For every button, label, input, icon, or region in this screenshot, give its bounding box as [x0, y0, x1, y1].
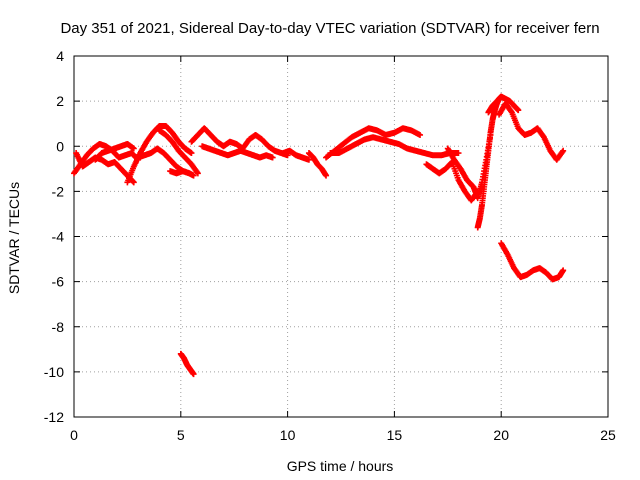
data-point-markers [423, 159, 481, 204]
series-trace-s [498, 240, 567, 283]
x-tick-label: 0 [70, 427, 78, 443]
x-tick-label: 10 [280, 427, 296, 443]
series-trace-r [496, 100, 567, 163]
data-point-markers [327, 134, 462, 159]
series-trace-g [167, 168, 197, 179]
data-point-markers [188, 125, 291, 159]
axis-ticks: 0 5 10 15 20 25 -12 -10 -8 -6 -4 -2 0 2 4 [44, 48, 616, 443]
data-point-markers [199, 143, 276, 161]
series-trace-t [177, 350, 197, 378]
y-tick-label: -8 [52, 319, 65, 335]
series-trace-c [92, 140, 137, 163]
y-tick-label: -6 [52, 274, 65, 290]
data-point-markers [498, 240, 567, 283]
series-trace-j [280, 147, 312, 163]
data-point-markers [124, 122, 195, 186]
data-point-markers [280, 147, 312, 163]
x-tick-label: 15 [387, 427, 403, 443]
grid [74, 56, 608, 417]
x-axis-label: GPS time / hours [287, 458, 394, 474]
data-point-markers [444, 131, 494, 202]
series-trace-h [188, 125, 291, 159]
series-trace-o [444, 131, 494, 202]
x-tick-label: 25 [600, 427, 616, 443]
y-tick-label: 2 [56, 93, 64, 109]
data-point-markers [323, 125, 424, 161]
data-point-markers [305, 150, 330, 179]
y-axis-label: SDTVAR / TECUs [6, 182, 22, 294]
y-tick-label: -10 [44, 364, 64, 380]
series-trace-k [305, 150, 330, 179]
series-trace-d [124, 122, 195, 186]
y-tick-label: -2 [52, 183, 65, 199]
data-points [71, 93, 567, 378]
series-trace-i [199, 143, 276, 161]
y-tick-label: 4 [56, 48, 64, 64]
data-point-markers [92, 140, 137, 163]
data-point-markers [167, 168, 197, 179]
chart-title: Day 351 of 2021, Sidereal Day-to-day VTE… [60, 20, 599, 37]
y-tick-label: 0 [56, 138, 64, 154]
y-tick-label: -12 [44, 409, 64, 425]
data-point-markers [485, 93, 522, 116]
series-trace-q [485, 93, 522, 116]
series-trace-n [423, 159, 481, 204]
data-point-markers [496, 100, 567, 163]
series-trace-l [323, 125, 424, 161]
series-trace-f [156, 127, 201, 177]
y-tick-label: -4 [52, 229, 65, 245]
data-point-markers [156, 127, 201, 177]
data-point-markers [177, 350, 197, 378]
x-tick-label: 20 [493, 427, 509, 443]
series-trace-m [327, 134, 462, 159]
x-tick-label: 5 [177, 427, 185, 443]
